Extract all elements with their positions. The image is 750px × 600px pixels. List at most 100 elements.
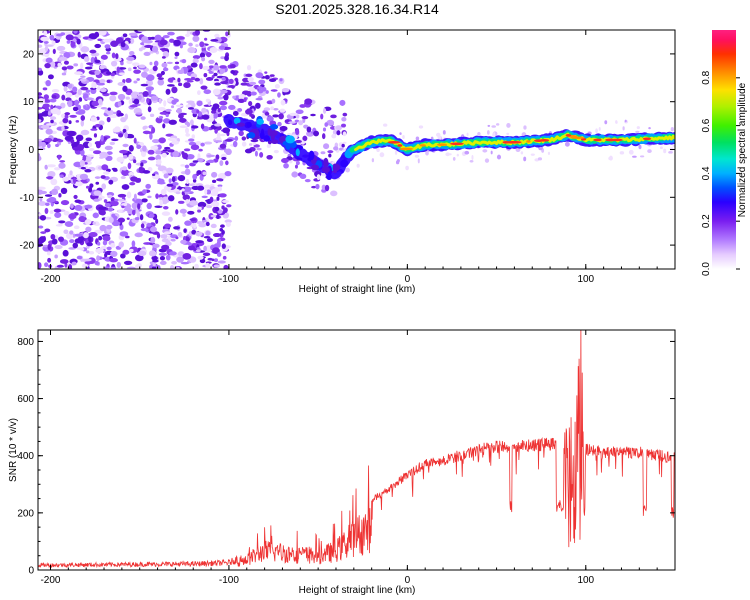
noise-speck	[157, 165, 167, 172]
noise-speck	[177, 231, 183, 237]
noise-speck	[188, 138, 195, 142]
noise-speck	[217, 209, 223, 214]
noise-speck	[164, 223, 172, 229]
noise-speck	[44, 164, 48, 170]
snr-axes: -200 -100 0 100 0 200 400 600 800	[17, 330, 676, 586]
noise-speck	[104, 44, 111, 49]
colorbar-tick-label: 0.2	[701, 214, 712, 228]
noise-speck	[121, 205, 125, 209]
noise-speck	[63, 210, 70, 216]
noise-speck	[203, 245, 207, 252]
noise-speck	[177, 82, 183, 87]
noise-speck	[180, 261, 190, 265]
noise-speck	[212, 88, 221, 96]
noise-speck	[129, 50, 135, 56]
noise-speck	[219, 160, 224, 167]
signal-hotspot	[565, 133, 572, 137]
noise-speck	[38, 119, 42, 123]
noise-speck	[341, 149, 347, 152]
noise-speck	[38, 44, 43, 48]
noise-speck	[206, 154, 216, 158]
noise-speck	[163, 173, 169, 179]
noise-speck	[153, 60, 159, 67]
noise-speck	[189, 256, 197, 263]
noise-speck	[151, 255, 158, 261]
noise-speck	[196, 100, 203, 107]
noise-speck	[50, 116, 57, 120]
signal-blob	[256, 118, 264, 125]
noise-speck	[238, 130, 244, 137]
noise-speck	[171, 140, 180, 145]
noise-speck	[672, 144, 675, 147]
noise-speck	[85, 250, 90, 254]
noise-speck	[134, 178, 142, 183]
noise-speck	[182, 253, 192, 260]
noise-speck	[320, 151, 326, 155]
noise-speck	[244, 148, 253, 154]
noise-speck	[152, 259, 159, 263]
noise-speck	[75, 119, 80, 123]
noise-speck	[199, 77, 204, 85]
noise-speck	[295, 109, 304, 115]
noise-speck	[171, 182, 179, 186]
noise-speck	[208, 65, 214, 69]
noise-speck	[156, 73, 163, 78]
spectrogram-data	[38, 30, 675, 269]
noise-speck	[145, 183, 151, 189]
noise-speck	[209, 183, 215, 187]
noise-speck	[54, 212, 62, 218]
noise-speck	[221, 76, 226, 81]
noise-speck	[182, 213, 186, 217]
noise-speck	[85, 185, 90, 189]
noise-speck	[162, 34, 170, 39]
noise-speck	[323, 143, 330, 150]
noise-speck	[91, 81, 97, 89]
noise-speck	[205, 162, 211, 166]
noise-speck	[320, 113, 324, 120]
noise-speck	[147, 106, 152, 113]
noise-speck	[176, 266, 180, 269]
noise-speck	[171, 99, 177, 105]
noise-speck	[159, 260, 167, 266]
noise-speck	[203, 235, 211, 239]
noise-speck	[38, 154, 41, 161]
noise-speck	[47, 74, 54, 80]
noise-speck	[315, 183, 320, 190]
noise-speck	[109, 141, 116, 146]
snr-series-line	[38, 330, 675, 569]
noise-speck	[140, 162, 144, 167]
y-tick-label: 800	[17, 337, 34, 348]
signal-hotspot	[399, 147, 414, 151]
noise-speck	[185, 104, 192, 108]
noise-speck	[335, 125, 343, 131]
noise-speck	[168, 119, 177, 125]
noise-speck	[88, 235, 92, 243]
noise-speck	[295, 128, 300, 135]
noise-speck	[43, 40, 49, 44]
noise-speck	[628, 149, 634, 155]
noise-speck	[170, 238, 176, 242]
noise-speck	[228, 104, 236, 110]
noise-speck	[94, 260, 100, 266]
noise-speck	[225, 160, 229, 166]
noise-speck	[124, 113, 128, 120]
noise-speck	[211, 74, 215, 79]
noise-speck	[245, 73, 253, 78]
noise-speck	[106, 246, 112, 251]
noise-speck	[56, 45, 66, 51]
noise-speck	[94, 176, 101, 179]
noise-speck	[217, 184, 223, 188]
noise-speck	[173, 226, 181, 230]
y-tick-label: 10	[23, 97, 35, 108]
noise-speck	[176, 36, 185, 40]
noise-speck	[72, 177, 77, 184]
snr-y-label: SNR (10 * v/v)	[8, 418, 19, 482]
noise-speck	[106, 79, 111, 84]
noise-speck	[177, 251, 185, 257]
noise-speck	[161, 211, 171, 216]
noise-speck	[133, 193, 137, 201]
noise-speck	[183, 82, 191, 89]
noise-speck	[88, 232, 98, 238]
noise-speck	[54, 167, 61, 171]
noise-speck	[181, 190, 186, 196]
